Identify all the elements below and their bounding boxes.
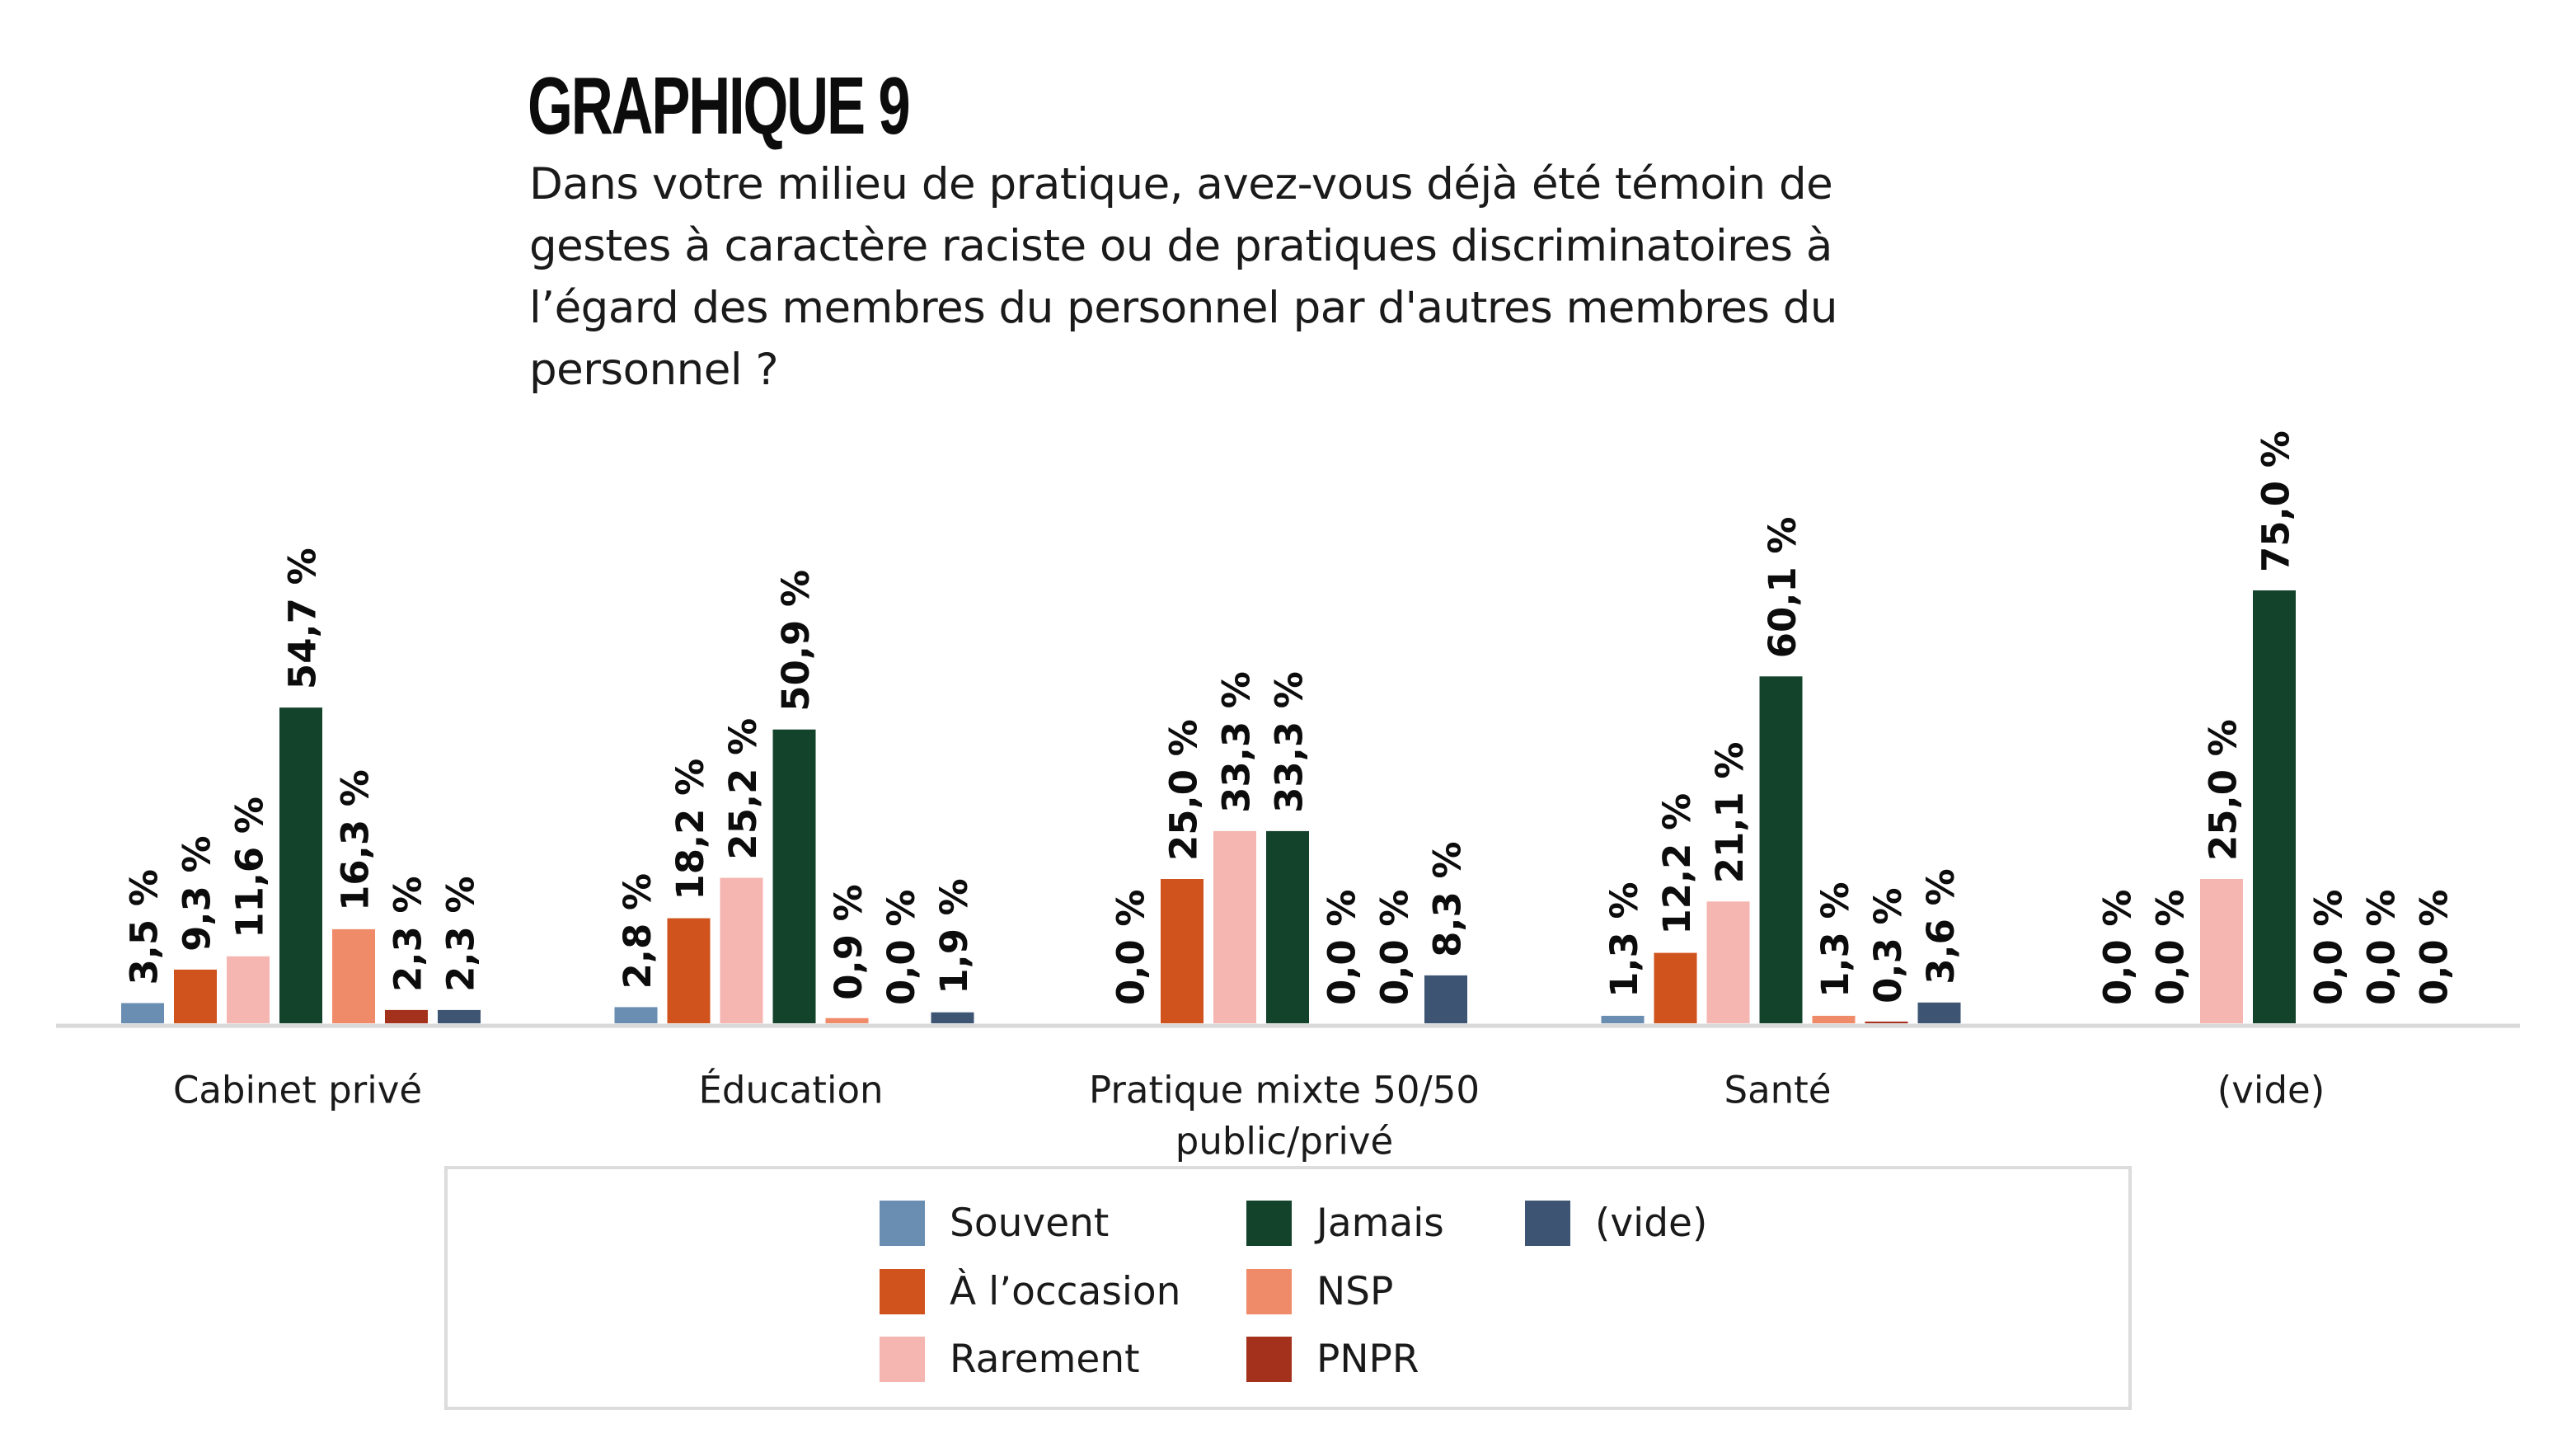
bars-layer: [121, 590, 2296, 1023]
value-label-vide-rarement: 25,0 %: [2202, 719, 2245, 861]
value-label-sante-rarement: 21,1 %: [1708, 742, 1752, 884]
legend-label-rarement: Rarement: [950, 1337, 1140, 1382]
legend-item-souvent: Souvent: [880, 1201, 1109, 1246]
value-label-education-jamais: 50,9 %: [774, 570, 818, 712]
value-label-pratique-mixte-50-50-public-prive-pnpr: 0,0 %: [1373, 890, 1417, 1005]
bar-sante-nsp: [1812, 1015, 1856, 1023]
value-label-education-pnpr: 0,0 %: [880, 890, 923, 1005]
bar-pratique-mixte-50-50-public-prive-rarement: [1213, 830, 1256, 1023]
bar-education-jamais: [772, 729, 816, 1023]
bar-education-souvent: [614, 1007, 658, 1023]
value-label-vide-pnpr: 0,0 %: [2360, 890, 2404, 1005]
bar-pratique-mixte-50-50-public-prive-a-l-occasion: [1161, 879, 1204, 1023]
value-label-sante-souvent: 1,3 %: [1602, 881, 1646, 997]
chart-subtitle: Dans votre milieu de pratique, avez-vous…: [529, 159, 1838, 395]
bar-sante-vide: [1917, 1002, 1961, 1023]
value-label-cabinet-prive-pnpr: 2,3 %: [387, 876, 430, 991]
legend-label-pnpr: PNPR: [1316, 1337, 1419, 1382]
legend: Souvent À l’occasion Rarement Jamais NSP PNPR…: [444, 1166, 2132, 1410]
value-label-cabinet-prive-a-l-occasion: 9,3 %: [176, 835, 219, 951]
legend-item-rarement: Rarement: [880, 1337, 1140, 1382]
bar-education-a-l-occasion: [667, 918, 711, 1023]
value-label-education-vide: 1,9 %: [932, 878, 976, 994]
bar-cabinet-prive-nsp: [332, 928, 375, 1023]
chart-title: GRAPHIQUE 9: [528, 60, 911, 151]
bar-sante-souvent: [1601, 1015, 1645, 1023]
value-label-cabinet-prive-rarement: 11,6 %: [228, 797, 272, 938]
bar-cabinet-prive-jamais: [279, 707, 322, 1023]
x-tick-label-cabinet-prive: Cabinet privé: [173, 1069, 422, 1112]
value-label-cabinet-prive-jamais: 54,7 %: [281, 548, 325, 689]
legend-label-jamais: Jamais: [1316, 1201, 1444, 1246]
value-label-sante-pnpr: 0,3 %: [1866, 887, 1910, 1003]
bar-cabinet-prive-vide: [438, 1009, 481, 1023]
value-label-cabinet-prive-nsp: 16,3 %: [334, 769, 378, 911]
bar-sante-a-l-occasion: [1654, 952, 1697, 1023]
value-label-education-nsp: 0,9 %: [827, 884, 870, 999]
x-tick-label-pratique-mixte-50-50-public-prive-line-2: public/privé: [1175, 1120, 1393, 1163]
legend-swatch-nsp: [1246, 1269, 1292, 1314]
value-label-pratique-mixte-50-50-public-prive-a-l-occasion: 25,0 %: [1162, 719, 1206, 861]
value-label-pratique-mixte-50-50-public-prive-vide: 8,3 %: [1426, 841, 1470, 957]
bar-cabinet-prive-rarement: [227, 956, 270, 1023]
bar-sante-rarement: [1706, 901, 1750, 1023]
bar-vide-rarement: [2200, 879, 2243, 1023]
value-label-vide-jamais: 75,0 %: [2255, 430, 2298, 572]
value-label-education-rarement: 25,2 %: [721, 718, 765, 860]
legend-swatch-a-l-occasion: [880, 1269, 925, 1314]
value-label-vide-vide: 0,0 %: [2413, 890, 2456, 1005]
legend-swatch-rarement: [880, 1337, 925, 1382]
x-tick-label-vide: (vide): [2217, 1069, 2325, 1112]
x-axis-labels: Cabinet privé Éducation Pratique mixte 50/…: [173, 1069, 2325, 1163]
legend-label-a-l-occasion: À l’occasion: [950, 1269, 1181, 1314]
value-label-cabinet-prive-vide: 2,3 %: [439, 876, 483, 991]
legend-swatch-jamais: [1246, 1201, 1292, 1246]
value-label-education-souvent: 2,8 %: [616, 873, 659, 989]
bar-cabinet-prive-pnpr: [385, 1009, 428, 1023]
legend-label-souvent: Souvent: [950, 1201, 1110, 1246]
bar-pratique-mixte-50-50-public-prive-jamais: [1266, 830, 1309, 1023]
bar-cabinet-prive-a-l-occasion: [174, 969, 217, 1023]
x-tick-label-pratique-mixte-50-50-public-prive-line-1: Pratique mixte 50/50: [1089, 1069, 1480, 1112]
value-label-pratique-mixte-50-50-public-prive-souvent: 0,0 %: [1110, 890, 1153, 1005]
x-tick-label-education: Éducation: [698, 1069, 883, 1112]
bar-cabinet-prive-souvent: [121, 1003, 164, 1023]
value-label-pratique-mixte-50-50-public-prive-jamais: 33,3 %: [1268, 671, 1311, 813]
value-label-vide-a-l-occasion: 0,0 %: [2149, 890, 2193, 1005]
legend-label-vide: (vide): [1595, 1201, 1708, 1246]
value-label-education-a-l-occasion: 18,2 %: [669, 759, 712, 900]
bar-pratique-mixte-50-50-public-prive-vide: [1424, 975, 1467, 1023]
x-tick-label-sante: Santé: [1724, 1069, 1832, 1112]
bar-education-rarement: [720, 877, 763, 1023]
legend-swatch-pnpr: [1246, 1337, 1292, 1382]
value-label-sante-a-l-occasion: 12,2 %: [1655, 793, 1699, 935]
legend-item-pnpr: PNPR: [1246, 1337, 1419, 1382]
bar-sante-jamais: [1759, 676, 1803, 1023]
bar-education-vide: [931, 1012, 974, 1023]
bar-vide-jamais: [2253, 590, 2296, 1023]
legend-label-nsp: NSP: [1316, 1269, 1394, 1314]
value-label-sante-vide: 3,6 %: [1919, 868, 1963, 984]
value-labels-layer: 3,5 % 9,3 % 11,6 %54,7 %16,3 %2,3 % 2,3 % 2,…: [123, 430, 2456, 1005]
legend-item-jamais: Jamais: [1246, 1201, 1444, 1246]
legend-swatch-vide: [1525, 1201, 1570, 1246]
bar-education-nsp: [825, 1018, 869, 1023]
value-label-sante-nsp: 1,3 %: [1814, 881, 1857, 997]
value-label-vide-nsp: 0,0 %: [2307, 890, 2351, 1005]
value-label-pratique-mixte-50-50-public-prive-rarement: 33,3 %: [1215, 671, 1259, 813]
legend-item-vide: (vide): [1525, 1201, 1707, 1246]
bar-sante-pnpr: [1865, 1021, 1908, 1023]
value-label-pratique-mixte-50-50-public-prive-nsp: 0,0 %: [1321, 890, 1364, 1005]
legend-item-nsp: NSP: [1246, 1269, 1393, 1314]
value-label-vide-souvent: 0,0 %: [2096, 890, 2140, 1005]
legend-item-a-l-occasion: À l’occasion: [880, 1269, 1180, 1314]
value-label-cabinet-prive-souvent: 3,5 %: [123, 869, 167, 985]
legend-swatch-souvent: [880, 1201, 925, 1246]
value-label-sante-jamais: 60,1 %: [1761, 517, 1804, 659]
